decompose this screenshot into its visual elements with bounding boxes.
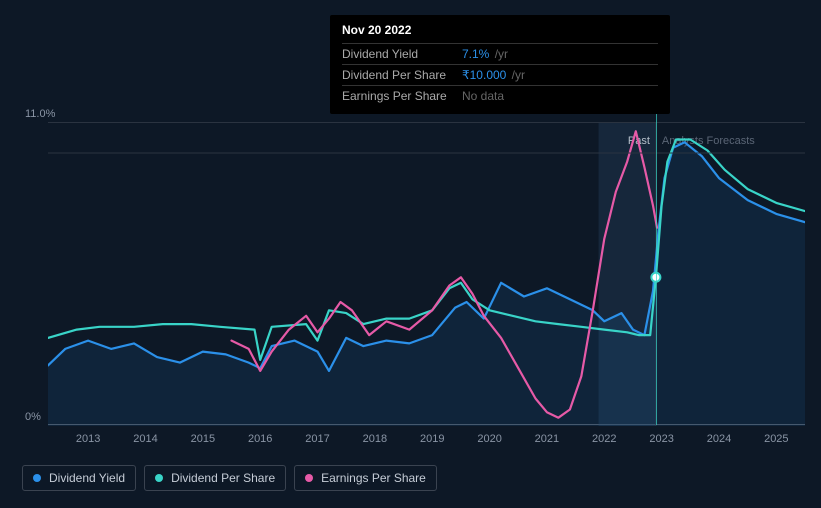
tooltip-row-label: Dividend Yield (342, 47, 462, 61)
y-axis-max-label: 11.0% (25, 108, 55, 120)
x-axis-tick: 2015 (191, 433, 215, 445)
tooltip-row-value: ₹10.000 /yr (462, 68, 525, 82)
chart-legend: Dividend Yield Dividend Per Share Earnings… (22, 465, 445, 491)
x-axis-tick: 2018 (363, 433, 387, 445)
x-axis-tick: 2025 (764, 433, 788, 445)
legend-dot-icon (305, 474, 313, 482)
x-axis-tick: 2020 (477, 433, 501, 445)
x-axis-tick: 2024 (707, 433, 731, 445)
tooltip-row-value: No data (462, 89, 504, 103)
legend-label: Dividend Yield (49, 471, 125, 485)
x-axis-tick: 2023 (649, 433, 673, 445)
chart-tooltip: Nov 20 2022 Dividend Yield7.1% /yrDivide… (330, 15, 670, 114)
chart-plot-area[interactable]: Past Analysts Forecasts (48, 122, 805, 425)
legend-label: Dividend Per Share (171, 471, 275, 485)
tooltip-row: Dividend Yield7.1% /yr (342, 44, 658, 65)
x-axis-tick: 2022 (592, 433, 616, 445)
legend-dot-icon (155, 474, 163, 482)
x-axis-tick: 2019 (420, 433, 444, 445)
legend-item-dividend_per_share[interactable]: Dividend Per Share (144, 465, 286, 491)
x-axis-tick: 2014 (133, 433, 157, 445)
legend-dot-icon (33, 474, 41, 482)
legend-label: Earnings Per Share (321, 471, 426, 485)
x-axis-tick: 2017 (305, 433, 329, 445)
x-axis-tick: 2013 (76, 433, 100, 445)
x-axis-tick: 2016 (248, 433, 272, 445)
tooltip-row: Earnings Per ShareNo data (342, 86, 658, 106)
tooltip-row-label: Dividend Per Share (342, 68, 462, 82)
tooltip-date: Nov 20 2022 (342, 23, 658, 44)
legend-item-dividend_yield[interactable]: Dividend Yield (22, 465, 136, 491)
chart-svg (48, 123, 805, 426)
y-axis-min-label: 0% (25, 411, 41, 423)
tooltip-row-label: Earnings Per Share (342, 89, 462, 103)
tooltip-row: Dividend Per Share₹10.000 /yr (342, 65, 658, 86)
tooltip-row-value: 7.1% /yr (462, 47, 508, 61)
legend-item-earnings_per_share[interactable]: Earnings Per Share (294, 465, 437, 491)
x-axis-tick: 2021 (535, 433, 559, 445)
